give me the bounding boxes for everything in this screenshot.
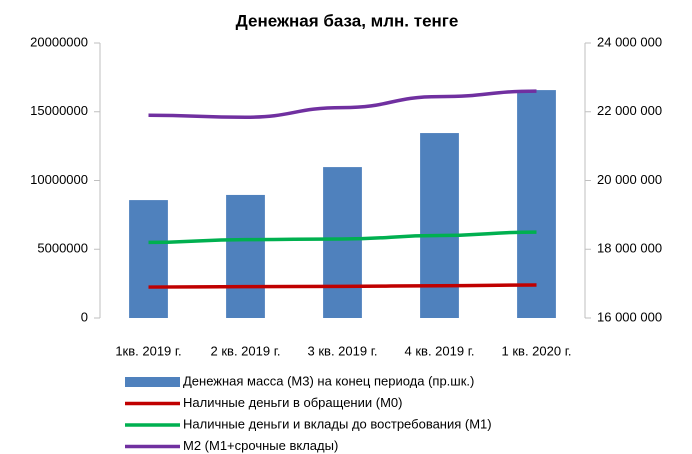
legend-label: М2 (М1+срочные вклады) bbox=[183, 438, 338, 453]
line bbox=[148, 89, 537, 120]
x-tick-label: 2 кв. 2019 г. bbox=[211, 343, 281, 358]
legend-label: Наличные деньги и вклады до востребовани… bbox=[183, 416, 492, 431]
y-tick-label: 10000000 bbox=[30, 172, 88, 187]
x-tick-label: 3 кв. 2019 г. bbox=[308, 343, 378, 358]
legend-label: Наличные деньги в обращении (М0) bbox=[183, 395, 402, 410]
y-tick-label: 5000000 bbox=[37, 241, 88, 256]
bar bbox=[226, 194, 265, 318]
chart-title: Денежная база, млн. тенге bbox=[236, 11, 459, 30]
y2-tick-label: 20 000 000 bbox=[597, 172, 662, 187]
y2-tick-label: 24 000 000 bbox=[597, 34, 662, 49]
bar bbox=[129, 200, 168, 318]
y2-tick-label: 22 000 000 bbox=[597, 103, 662, 118]
y-tick-label: 0 bbox=[81, 309, 88, 324]
legend-swatch bbox=[125, 377, 180, 387]
x-tick-label: 1кв. 2019 г. bbox=[115, 343, 181, 358]
line bbox=[148, 230, 537, 245]
x-tick-label: 4 кв. 2019 г. bbox=[405, 343, 475, 358]
x-tick-label: 1 кв. 2020 г. bbox=[502, 343, 572, 358]
bar bbox=[517, 90, 556, 318]
legend-label: Денежная масса (М3) на конец периода (пр… bbox=[183, 373, 474, 388]
y-tick-label: 20000000 bbox=[30, 34, 88, 49]
y-tick-label: 15000000 bbox=[30, 103, 88, 118]
bar bbox=[323, 167, 362, 318]
y2-tick-label: 16 000 000 bbox=[597, 309, 662, 324]
y2-tick-label: 18 000 000 bbox=[597, 241, 662, 256]
bar bbox=[420, 133, 459, 318]
line bbox=[148, 283, 537, 289]
